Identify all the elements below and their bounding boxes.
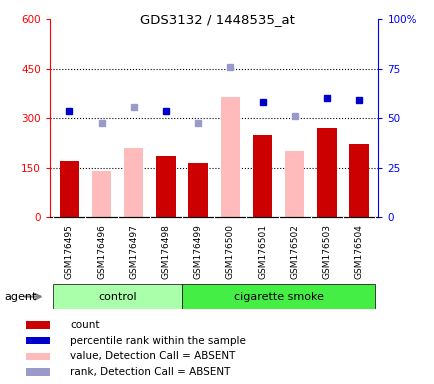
Bar — [156, 156, 175, 217]
Text: cigarette smoke: cigarette smoke — [233, 291, 323, 302]
Text: agent: agent — [4, 291, 36, 302]
Bar — [284, 151, 304, 217]
Text: GSM176495: GSM176495 — [65, 223, 74, 278]
Bar — [349, 144, 368, 217]
Bar — [181, 284, 375, 309]
Bar — [316, 128, 336, 217]
Text: value, Detection Call = ABSENT: value, Detection Call = ABSENT — [70, 351, 235, 361]
Text: GSM176500: GSM176500 — [225, 223, 234, 279]
Bar — [92, 171, 111, 217]
Text: GSM176501: GSM176501 — [257, 223, 266, 279]
Bar — [188, 162, 207, 217]
Bar — [26, 368, 50, 376]
Bar — [26, 337, 50, 344]
Text: GSM176496: GSM176496 — [97, 223, 106, 278]
Text: GSM176499: GSM176499 — [193, 223, 202, 278]
Bar — [124, 148, 143, 217]
Bar — [26, 353, 50, 360]
Text: GSM176504: GSM176504 — [354, 223, 363, 278]
Text: control: control — [98, 291, 137, 302]
Bar — [252, 134, 272, 217]
Text: rank, Detection Call = ABSENT: rank, Detection Call = ABSENT — [70, 367, 230, 377]
Bar — [220, 97, 240, 217]
Text: percentile rank within the sample: percentile rank within the sample — [70, 336, 246, 346]
Text: GSM176498: GSM176498 — [161, 223, 170, 278]
Bar — [59, 161, 79, 217]
Text: GSM176503: GSM176503 — [322, 223, 331, 279]
Text: GSM176502: GSM176502 — [289, 223, 299, 278]
Bar — [26, 321, 50, 329]
Text: GSM176497: GSM176497 — [129, 223, 138, 278]
Bar — [53, 284, 181, 309]
Text: count: count — [70, 320, 99, 330]
Text: GDS3132 / 1448535_at: GDS3132 / 1448535_at — [140, 13, 294, 26]
